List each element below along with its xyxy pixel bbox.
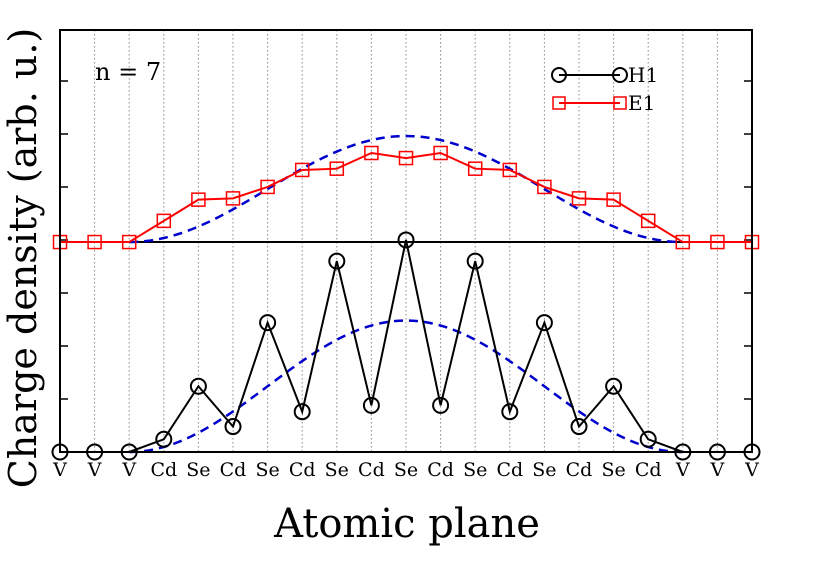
e1-point [571, 191, 587, 206]
x-axis-label: Atomic plane [273, 501, 540, 547]
x-tick-label: V [744, 459, 759, 481]
h1-point [293, 403, 311, 421]
e1-point [640, 213, 656, 229]
x-tick-label: V [52, 459, 67, 481]
x-tick-label: V [121, 459, 136, 481]
h1-point [362, 396, 380, 414]
e1-point [364, 145, 379, 161]
e1-point [467, 161, 483, 176]
y-axis-label: Charge density (arb. u.) [1, 28, 45, 489]
h1-line [60, 239, 752, 453]
x-tick-label: Cd [358, 459, 385, 481]
envelope-curves [129, 134, 683, 454]
h1-point [466, 252, 484, 270]
x-tick-label: Se [532, 459, 556, 481]
legend-h1-marker [551, 67, 567, 83]
e1-point [156, 213, 172, 229]
x-tick-label: Cd [496, 459, 523, 481]
x-tick-label: Cd [566, 459, 593, 481]
x-tick-label: Se [255, 459, 279, 481]
e1-point [675, 234, 691, 250]
legend-e1-marker [613, 96, 627, 110]
e1-point [606, 192, 621, 207]
plot-frame [59, 29, 753, 453]
h1-point [224, 418, 242, 436]
e1-point [121, 234, 137, 250]
e1-point [260, 179, 275, 195]
y-axis-ticks [60, 80, 752, 400]
h1-point [639, 430, 657, 448]
x-tick-label: Cd [635, 459, 662, 481]
e1-point [329, 161, 345, 176]
e1-line [60, 151, 752, 244]
e1-point [710, 234, 725, 250]
legend-e1-marker [552, 96, 566, 110]
e1-point [294, 162, 310, 178]
x-tick-label: Se [601, 459, 625, 481]
h1-point [259, 314, 277, 332]
h1-point [155, 430, 173, 448]
h1-point [432, 396, 450, 414]
x-tick-label: Se [186, 459, 210, 481]
e1-point [433, 145, 448, 161]
legend-e1-label: E1 [628, 91, 655, 115]
h1-point [397, 231, 415, 249]
e1-point [225, 191, 241, 206]
e1-point [87, 234, 102, 250]
h1-point [189, 377, 207, 395]
e1-point [537, 179, 552, 195]
x-tick-label: V [675, 459, 690, 481]
h1-point [328, 252, 346, 270]
panel-annotation: n = 7 [95, 58, 161, 86]
h1-point [605, 377, 623, 395]
x-tick-label: Se [463, 459, 487, 481]
legend-h1-marker [612, 67, 628, 83]
x-tick-label: Cd [289, 459, 316, 481]
e1-point [191, 192, 206, 207]
e1-point [502, 162, 518, 178]
x-tick-label: Cd [220, 459, 247, 481]
e1-envelope-curve [129, 134, 683, 244]
x-tick-label: Cd [427, 459, 454, 481]
x-tick-label: Cd [150, 459, 177, 481]
x-tick-labels: V V V Cd Se Cd Se Cd Se Cd Se Cd Se Cd Se Cd Se Cd V V V [52, 459, 759, 481]
legend: H1 E1 [551, 63, 658, 115]
legend-h1-label: H1 [628, 63, 658, 87]
h1-point [570, 418, 588, 436]
h1-point [535, 314, 553, 332]
h1-point [501, 403, 519, 421]
x-tick-label: Se [394, 459, 418, 481]
x-tick-label: V [87, 459, 102, 481]
x-tick-label: Se [325, 459, 349, 481]
e1-point [398, 150, 414, 166]
x-tick-label: V [710, 459, 725, 481]
